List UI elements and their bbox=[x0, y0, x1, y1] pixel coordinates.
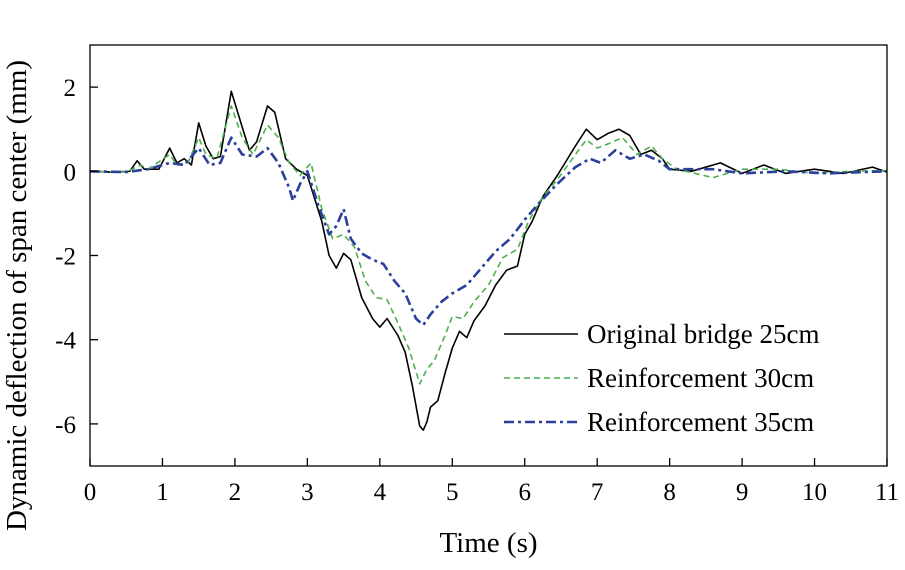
legend-label-2: Reinforcement 35cm bbox=[587, 407, 814, 437]
series-line-1 bbox=[89, 105, 888, 385]
x-tick-label: 1 bbox=[156, 479, 169, 506]
x-tick-label: 2 bbox=[229, 479, 242, 506]
legend-label-1: Reinforcement 30cm bbox=[587, 363, 814, 393]
x-tick-label: 11 bbox=[875, 479, 899, 506]
axes bbox=[89, 44, 888, 467]
x-tick-label: 5 bbox=[446, 479, 459, 506]
plot-lines bbox=[89, 90, 888, 431]
ticks: 0 1 2 3 4 5 6 7 8 9 10 11 -6 -4 -2 0 2 bbox=[55, 75, 899, 506]
legend-label-0: Original bridge 25cm bbox=[587, 319, 819, 349]
x-tick-label: 3 bbox=[301, 479, 314, 506]
y-tick-label: -4 bbox=[55, 328, 76, 355]
y-tick-label: 0 bbox=[64, 159, 77, 186]
x-tick-label: 4 bbox=[374, 479, 387, 506]
x-tick-label: 10 bbox=[802, 479, 827, 506]
x-tick-label: 8 bbox=[663, 479, 676, 506]
y-tick-label: -2 bbox=[55, 244, 76, 271]
x-tick-label: 6 bbox=[518, 479, 531, 506]
x-tick-label: 0 bbox=[84, 479, 97, 506]
legend: Original bridge 25cm Reinforcement 30cm Re… bbox=[504, 319, 819, 437]
plot-frame bbox=[89, 44, 888, 467]
x-tick-label: 9 bbox=[736, 479, 749, 506]
y-axis-label: Dynamic deflection of span center (mm) bbox=[1, 60, 33, 531]
y-tick-label: 2 bbox=[64, 75, 77, 102]
x-tick-label: 7 bbox=[591, 479, 604, 506]
x-axis-label: Time (s) bbox=[439, 527, 537, 559]
y-tick-label: -6 bbox=[55, 412, 76, 439]
